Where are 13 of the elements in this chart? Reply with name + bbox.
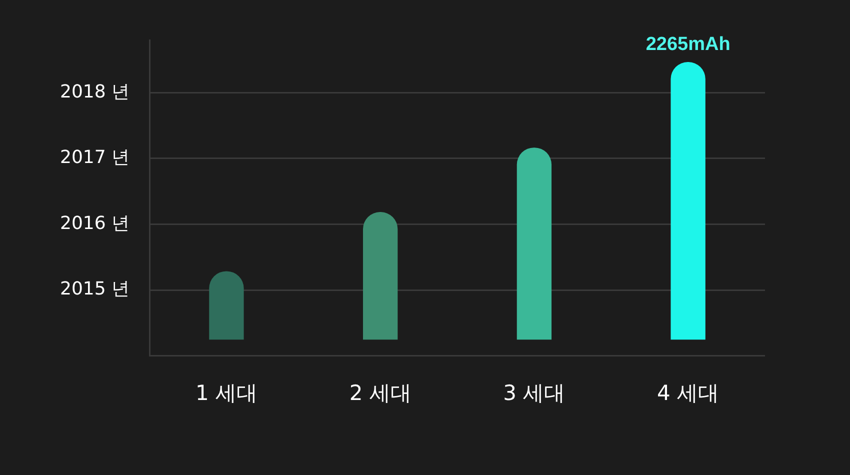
x-tick-label: 2 세대: [349, 380, 412, 405]
bar: [670, 62, 706, 340]
x-tick-label: 1 세대: [195, 380, 258, 405]
bar: [363, 212, 398, 340]
annotation: 2265mAh: [646, 34, 730, 56]
x-tick-label: 3 세대: [503, 380, 566, 405]
y-tick-label: 2015 년: [60, 278, 130, 300]
bar: [209, 271, 244, 340]
y-tick-label: 2018 년: [60, 81, 130, 102]
y-tick-label: 2016 년: [60, 212, 130, 234]
x-tick-label: 4 세대: [657, 380, 720, 405]
y-tick-label: 2017 년: [60, 147, 130, 168]
bar: [516, 148, 552, 340]
